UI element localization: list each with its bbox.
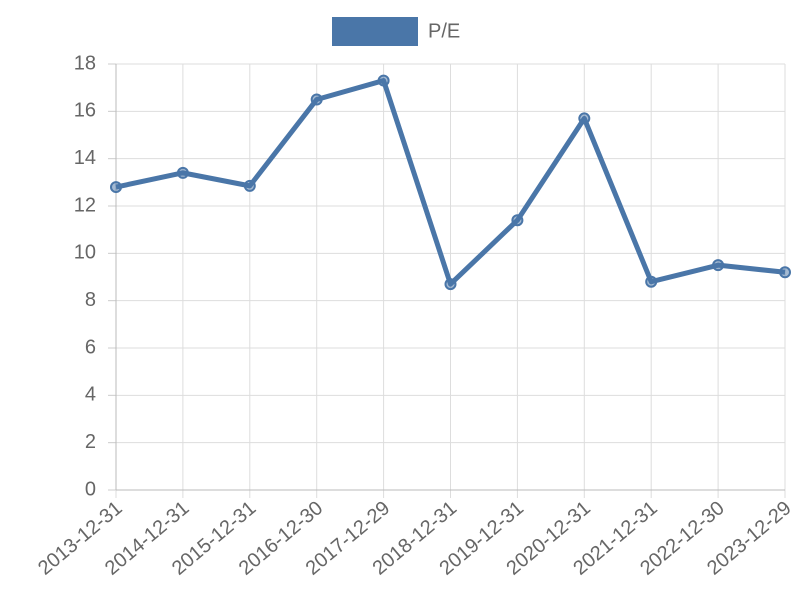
y-tick-label: 4 bbox=[85, 384, 96, 406]
point bbox=[444, 278, 457, 291]
point bbox=[779, 266, 791, 279]
point bbox=[712, 259, 725, 272]
point bbox=[243, 179, 256, 192]
point bbox=[578, 112, 591, 125]
y-tick-label: 16 bbox=[74, 100, 96, 122]
y-tick-label: 10 bbox=[74, 242, 96, 264]
y-tick-label: 2 bbox=[85, 431, 96, 453]
y-tick-label: 6 bbox=[85, 336, 96, 358]
y-tick-label: 0 bbox=[85, 478, 96, 500]
y-tick-label: 12 bbox=[74, 194, 96, 216]
legend-label: P/E bbox=[428, 20, 460, 42]
point bbox=[176, 166, 189, 179]
point bbox=[377, 74, 390, 87]
y-tick-label: 14 bbox=[74, 147, 96, 169]
y-tick-label: 8 bbox=[85, 289, 96, 311]
point bbox=[511, 214, 524, 227]
point bbox=[110, 181, 122, 194]
point bbox=[310, 93, 323, 106]
point bbox=[645, 275, 658, 288]
legend-swatch bbox=[332, 17, 418, 46]
y-tick-label: 18 bbox=[74, 52, 96, 74]
